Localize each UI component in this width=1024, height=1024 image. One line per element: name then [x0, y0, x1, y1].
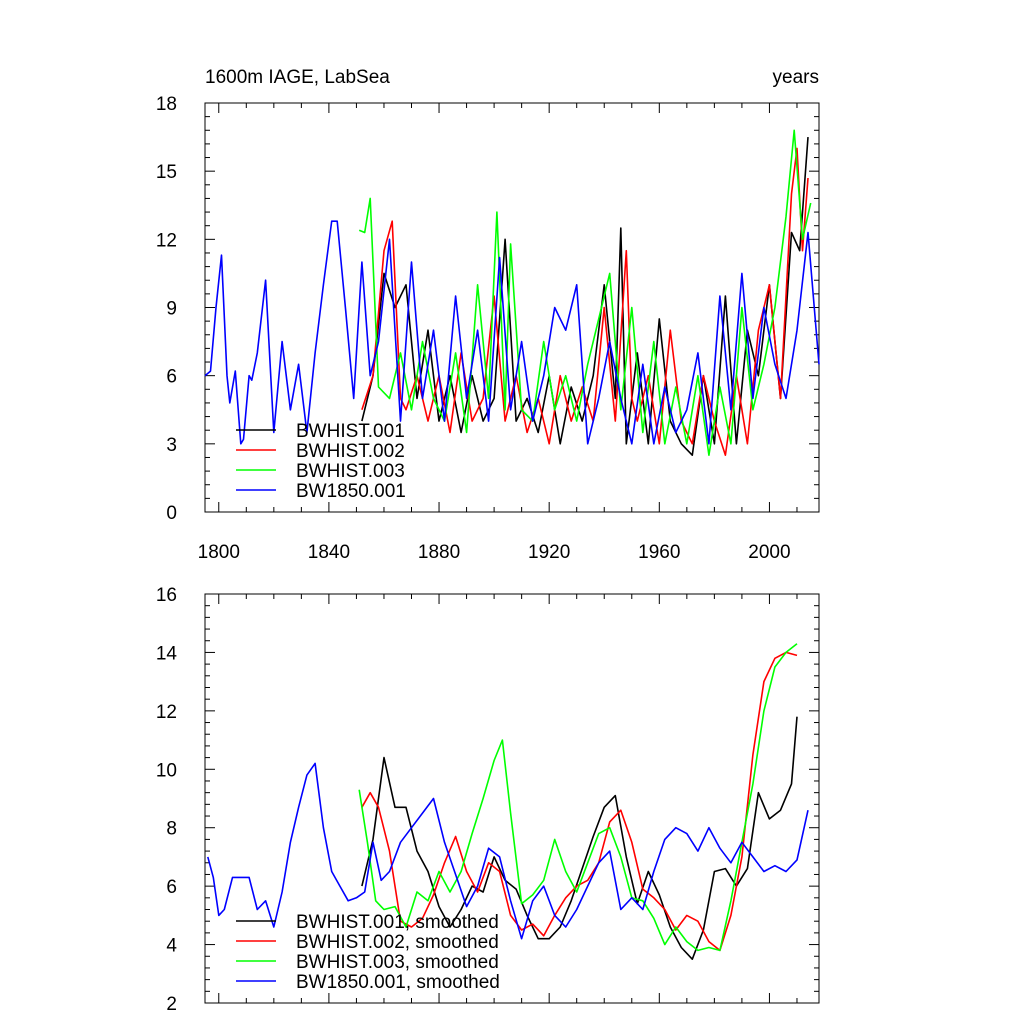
- y-tick-label: 9: [166, 299, 177, 320]
- y-tick-label: 3: [166, 435, 177, 456]
- series-line: [204, 220, 820, 445]
- x-tick-label: 1960: [638, 542, 680, 563]
- x-tick-label: 1800: [198, 542, 240, 563]
- y-tick-label: 15: [156, 162, 177, 183]
- series-line: [358, 129, 812, 457]
- x-tick-label: 2000: [748, 542, 790, 563]
- legend-label: BWHIST.003: [296, 461, 405, 482]
- chart-title: 1600m IAGE, LabSea: [205, 67, 390, 88]
- y-tick-label: 10: [156, 760, 177, 781]
- legend-label: BWHIST.001: [296, 421, 405, 442]
- series-line: [358, 643, 798, 952]
- legend-label: BW1850.001: [296, 481, 406, 502]
- y-tick-label: 12: [156, 230, 177, 251]
- legend-label: BWHIST.003, smoothed: [296, 952, 499, 973]
- series-line: [361, 716, 798, 961]
- x-tick-label: 1920: [528, 542, 570, 563]
- legend-label: BWHIST.002: [296, 441, 405, 462]
- y-tick-label: 6: [166, 367, 177, 388]
- y-tick-label: 0: [166, 503, 177, 524]
- upper-panel-age-time-series: 1800 1840 1880 1920 1960 2000 0 3 6 9 12 15 18 1600m …: [156, 67, 820, 563]
- y-tick-label: 8: [166, 819, 177, 840]
- series-line: [361, 651, 798, 952]
- series-line: [361, 137, 809, 457]
- series-line: [207, 762, 809, 940]
- y-tick-label: 18: [156, 94, 177, 115]
- y-tick-label: 6: [166, 877, 177, 898]
- chart-right-title: years: [773, 67, 819, 88]
- y-tick-label: 14: [156, 643, 178, 664]
- y-tick-label: 4: [166, 936, 177, 957]
- y-tick-label: 12: [156, 702, 177, 723]
- plot-frame: [204, 593, 820, 1004]
- y-tick-label: 2: [166, 994, 177, 1015]
- x-tick-label: 1880: [418, 542, 460, 563]
- legend-label: BWHIST.002, smoothed: [296, 932, 499, 953]
- legend-label: BW1850.001, smoothed: [296, 972, 500, 993]
- legend-label: BWHIST.001, smoothed: [296, 912, 499, 933]
- y-tick-label: 16: [156, 585, 177, 606]
- x-tick-label: 1840: [308, 542, 350, 563]
